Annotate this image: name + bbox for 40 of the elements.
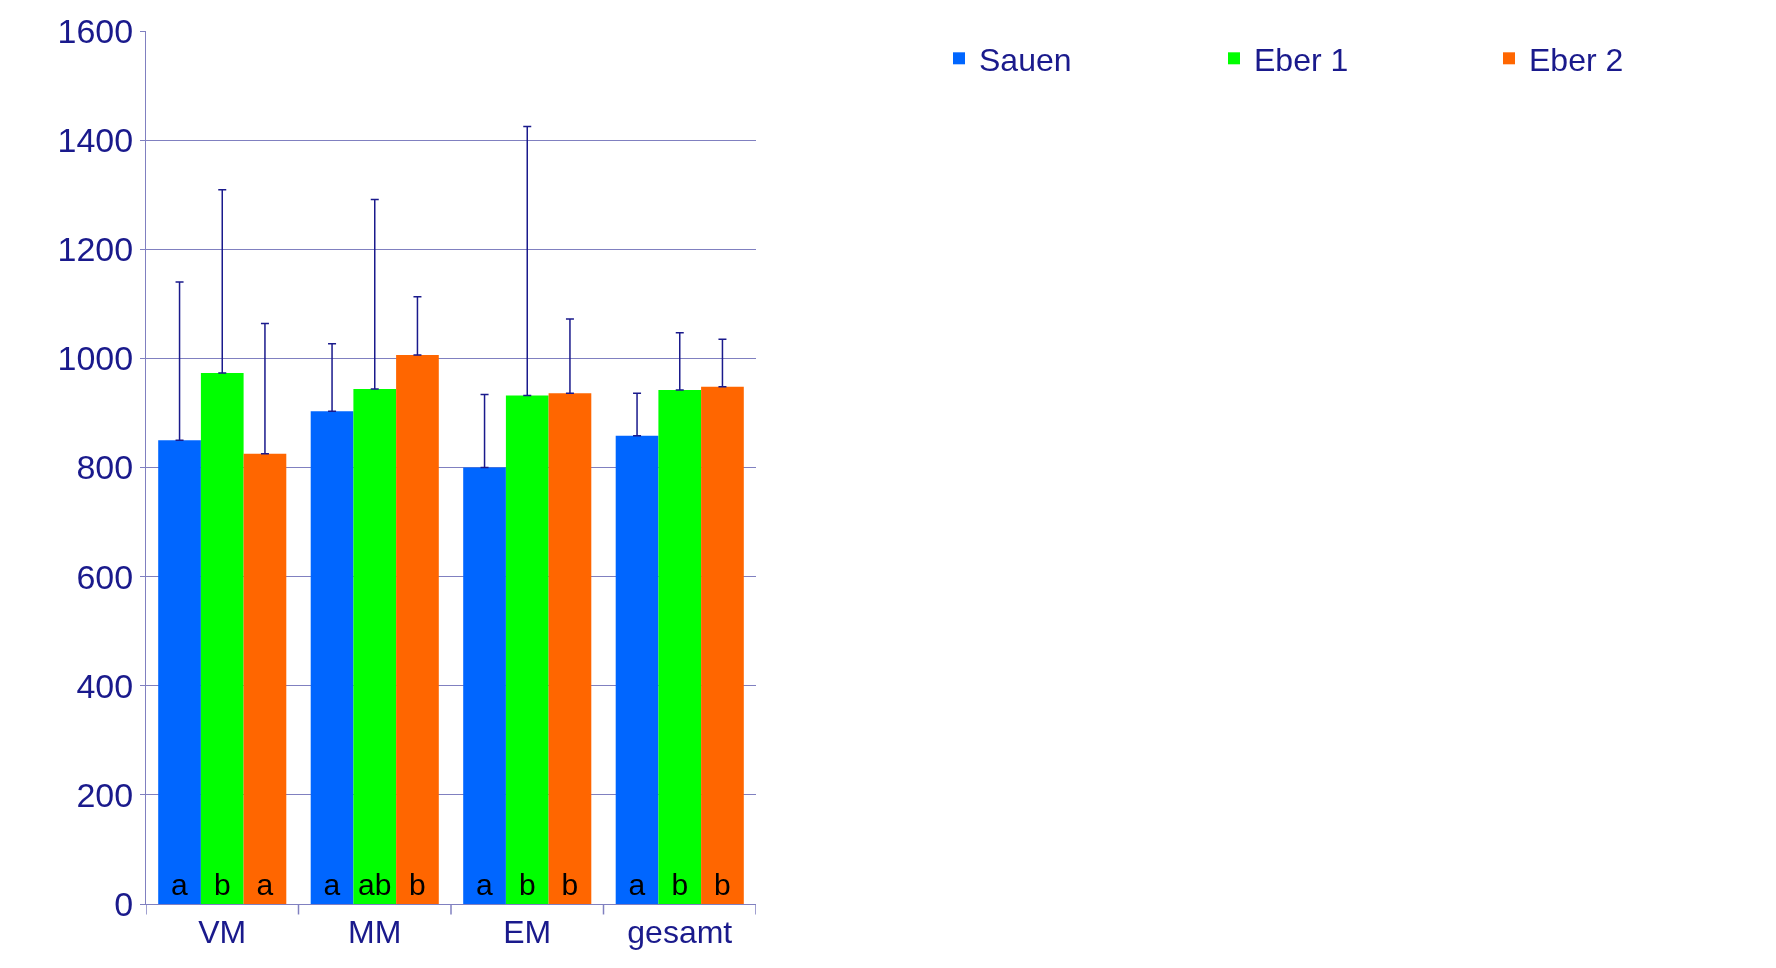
data-label: b (213, 868, 231, 901)
bar (463, 467, 506, 904)
bar (396, 355, 439, 904)
data-label: a (323, 868, 341, 901)
x-tick-label: EM (503, 914, 552, 951)
y-tick-label: 400 (76, 666, 134, 705)
data-label: b (714, 868, 731, 901)
bar (200, 373, 244, 904)
legend-label: Eber 2 (1529, 41, 1624, 78)
legend-label: Eber 1 (1254, 41, 1349, 78)
data-label: b (409, 868, 426, 901)
data-label: b (518, 868, 536, 901)
bar (548, 393, 592, 904)
y-tick-label: 600 (76, 557, 134, 596)
bar (701, 386, 744, 904)
data-label: a (171, 868, 189, 901)
x-tick-label: gesamt (627, 914, 733, 951)
y-tick-label: 1600 (57, 11, 134, 50)
data-label: b (671, 868, 689, 901)
y-tick-label: 1400 (57, 121, 134, 160)
bar (353, 388, 397, 904)
bar (243, 453, 287, 904)
bar (505, 395, 549, 904)
data-label: b (561, 868, 579, 901)
legend-label: Sauen (979, 41, 1072, 78)
y-tick-label: 0 (114, 884, 134, 923)
data-label: a (628, 868, 646, 901)
bar (615, 435, 659, 904)
y-tick-label: 1200 (57, 230, 134, 269)
data-label: ab (358, 868, 392, 901)
bar (658, 390, 702, 904)
y-tick-label: 200 (76, 775, 134, 814)
data-label: a (256, 868, 274, 901)
bar (158, 440, 201, 904)
bar (310, 411, 354, 904)
x-tick-label: VM (198, 914, 247, 951)
data-label: a (476, 868, 494, 901)
y-tick-label: 800 (76, 448, 134, 487)
y-tick-label: 1000 (57, 339, 134, 378)
x-tick-label: MM (348, 914, 402, 951)
